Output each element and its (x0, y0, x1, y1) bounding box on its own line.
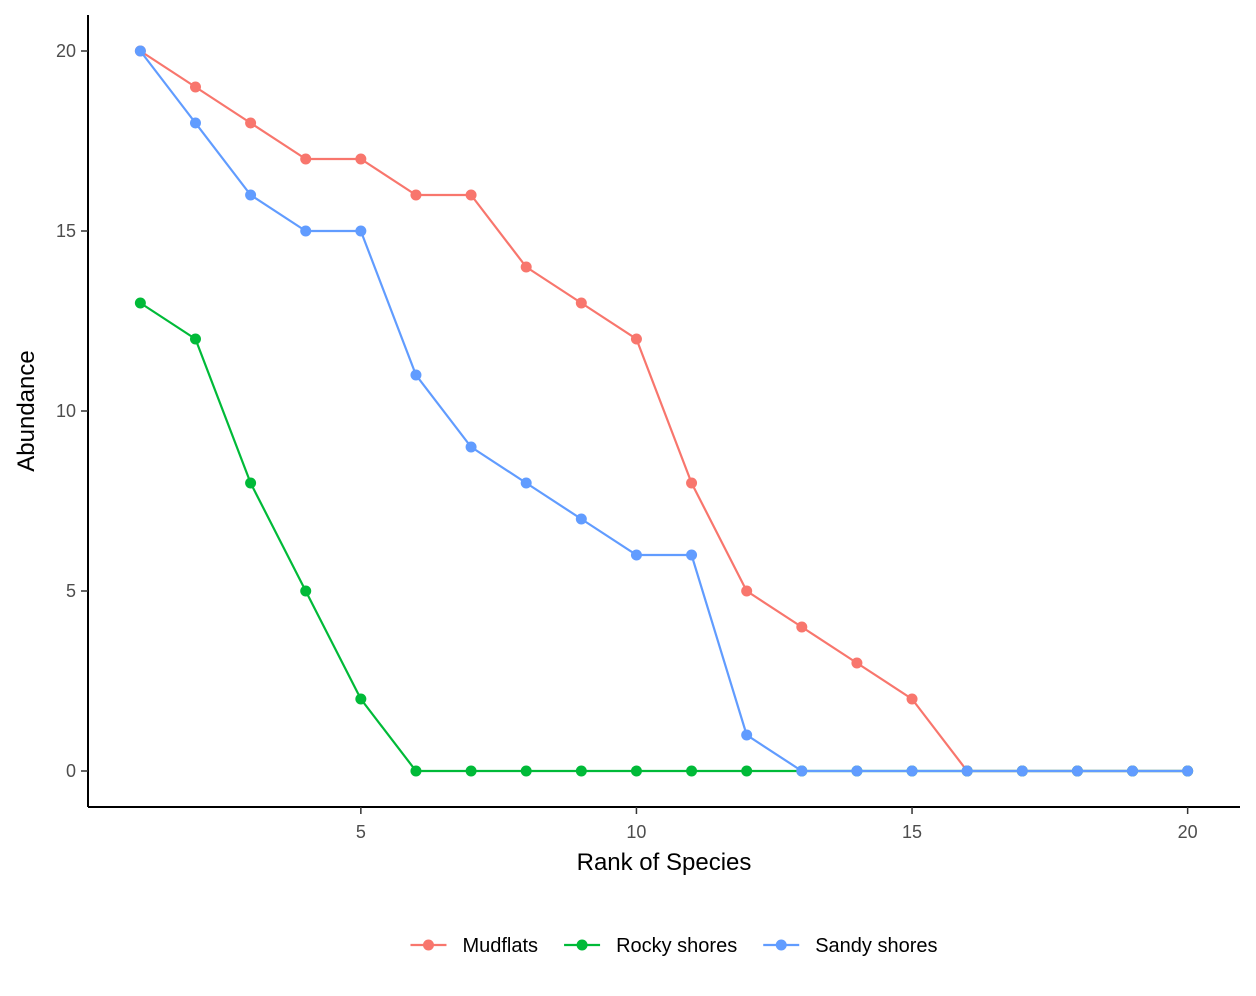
data-point-mudflats (630, 333, 642, 345)
legend-label: Mudflats (462, 935, 538, 957)
data-point-sandy-shores (851, 765, 863, 777)
legend-label: Sandy shores (815, 935, 937, 957)
axes: 0 5 10 15 20 5 10 15 20 (56, 15, 1240, 842)
data-point-sandy-shores (410, 369, 422, 381)
data-point-rocky-shores (741, 765, 753, 777)
legend-key-point (576, 939, 588, 951)
y-tick-label: 10 (56, 401, 76, 421)
series-line-mudflats (139, 50, 1188, 773)
legend-key-point (422, 939, 434, 951)
y-tick-label: 20 (56, 41, 76, 61)
data-point-sandy-shores (520, 477, 532, 489)
data-point-sandy-shores (741, 729, 753, 741)
data-point-sandy-shores (134, 45, 146, 57)
data-point-rocky-shores (245, 477, 257, 489)
data-point-mudflats (465, 189, 477, 201)
data-point-sandy-shores (465, 441, 477, 453)
data-point-mudflats (410, 189, 422, 201)
data-point-rocky-shores (355, 693, 367, 705)
data-point-sandy-shores (1182, 765, 1194, 777)
y-axis-title: Abundance (13, 350, 40, 471)
data-point-sandy-shores (961, 765, 973, 777)
data-point-rocky-shores (630, 765, 642, 777)
x-tick-label: 5 (356, 822, 366, 842)
legend-label: Rocky shores (616, 935, 737, 957)
plot-marks (134, 45, 1194, 777)
data-point-sandy-shores (245, 189, 257, 201)
data-point-mudflats (245, 117, 257, 129)
legend: Mudflats Rocky shores Sandy shores (410, 935, 938, 957)
y-tick-label: 15 (56, 221, 76, 241)
series-line-sandy-shores (139, 50, 1188, 773)
data-point-mudflats (796, 621, 808, 633)
data-point-rocky-shores (134, 297, 146, 309)
data-point-mudflats (851, 657, 863, 669)
x-tick-label: 15 (902, 822, 922, 842)
data-point-mudflats (355, 153, 367, 165)
series-mudflats (134, 45, 1194, 777)
data-point-mudflats (575, 297, 587, 309)
data-point-mudflats (906, 693, 918, 705)
x-tick-label: 20 (1178, 822, 1198, 842)
legend-item-rocky-shores: Rocky shores (564, 935, 737, 957)
y-tick-label: 5 (66, 581, 76, 601)
data-point-rocky-shores (465, 765, 477, 777)
data-point-rocky-shores (410, 765, 422, 777)
data-point-sandy-shores (630, 549, 642, 561)
data-point-sandy-shores (575, 513, 587, 525)
series-rocky-shores (134, 297, 1194, 777)
series-sandy-shores (134, 45, 1194, 777)
data-point-rocky-shores (189, 333, 201, 345)
data-point-sandy-shores (355, 225, 367, 237)
data-point-sandy-shores (906, 765, 918, 777)
data-point-rocky-shores (520, 765, 532, 777)
data-point-mudflats (520, 261, 532, 273)
data-point-sandy-shores (1016, 765, 1028, 777)
data-point-sandy-shores (300, 225, 312, 237)
data-point-rocky-shores (575, 765, 587, 777)
series-line-rocky-shores (139, 302, 1188, 773)
data-point-sandy-shores (686, 549, 698, 561)
data-point-rocky-shores (300, 585, 312, 597)
data-point-mudflats (300, 153, 312, 165)
data-point-sandy-shores (189, 117, 201, 129)
data-point-sandy-shores (1127, 765, 1139, 777)
legend-key-point (775, 939, 787, 951)
x-tick-label: 10 (626, 822, 646, 842)
y-tick-label: 0 (66, 761, 76, 781)
data-point-sandy-shores (796, 765, 808, 777)
data-point-mudflats (686, 477, 698, 489)
legend-item-sandy-shores: Sandy shores (763, 935, 938, 957)
data-point-mudflats (741, 585, 753, 597)
data-point-sandy-shores (1071, 765, 1083, 777)
data-point-rocky-shores (686, 765, 698, 777)
legend-item-mudflats: Mudflats (410, 935, 538, 957)
x-axis-title: Rank of Species (577, 849, 752, 876)
data-point-mudflats (189, 81, 201, 93)
